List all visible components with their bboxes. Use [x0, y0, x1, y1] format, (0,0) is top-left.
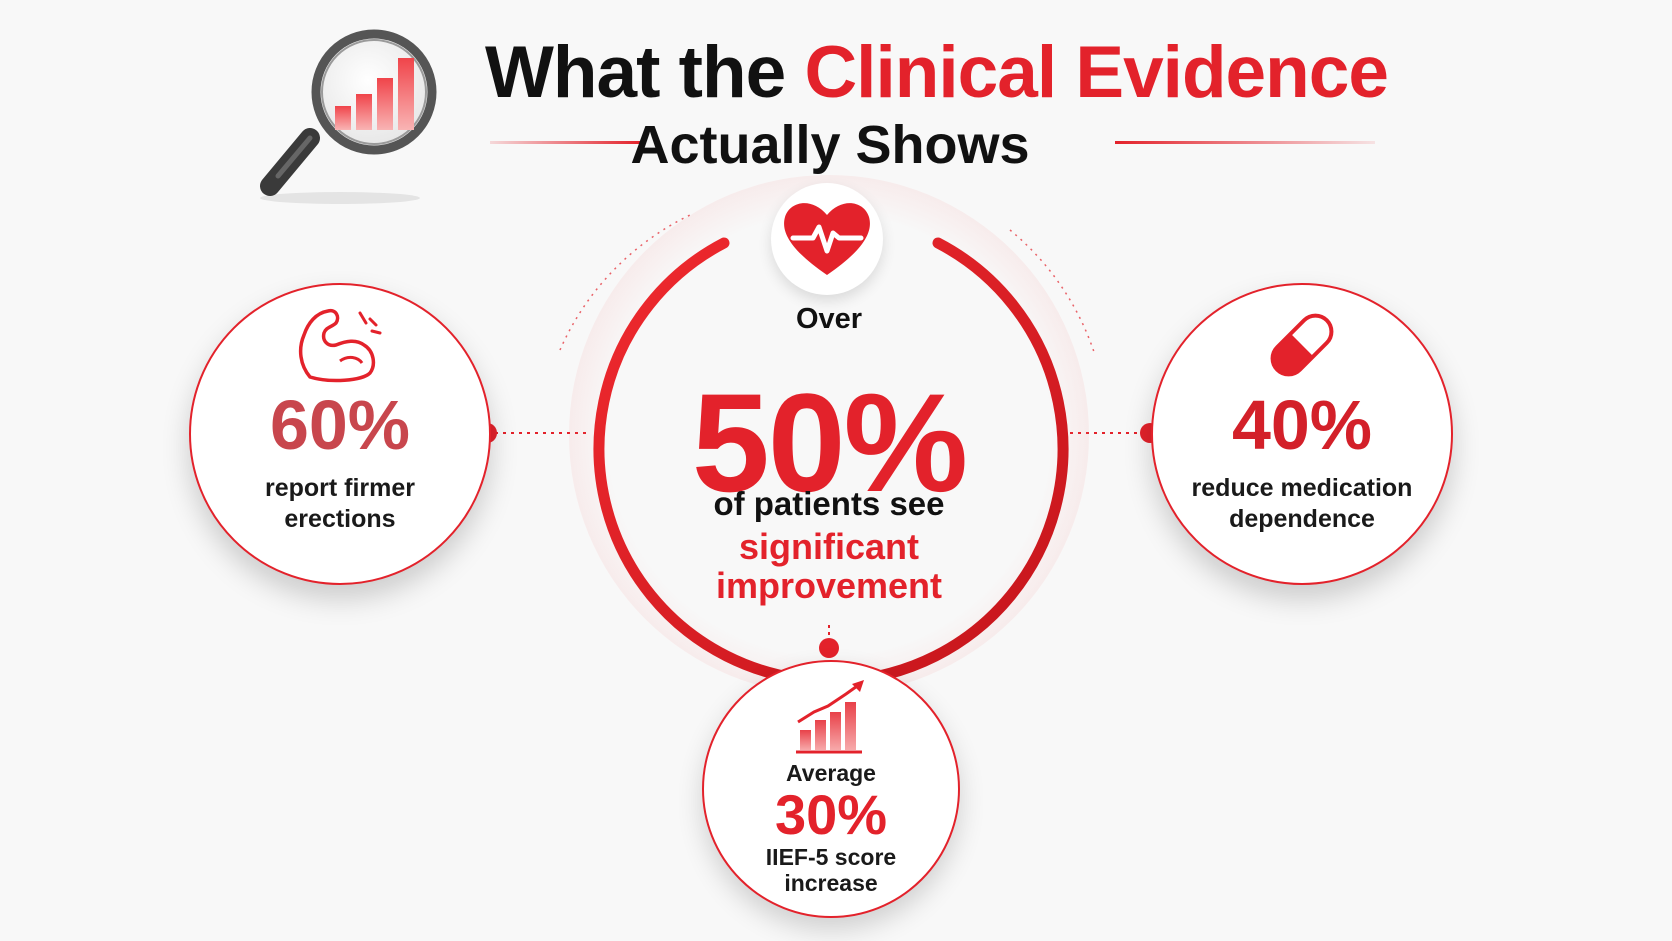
page-subtitle: Actually Shows — [630, 115, 1030, 175]
magnifier-bar-chart-icon — [260, 29, 437, 204]
left-stat-label-1: report firmer — [264, 474, 416, 502]
center-over-label: Over — [795, 303, 863, 335]
bottom-stat-prefix: Average — [786, 760, 876, 786]
right-stat-label-1: reduce medication — [1191, 474, 1413, 502]
left-stat-value: 60% — [269, 386, 411, 464]
left-stat-card: 60% report firmer erections — [189, 283, 491, 585]
center-main-value: 50% — [691, 364, 968, 521]
heart-badge — [771, 183, 883, 295]
left-stat-label-2: erections — [284, 505, 396, 533]
title-rule-right — [1115, 141, 1375, 144]
bottom-stat-card: Average 30% IIEF-5 score increase — [702, 660, 960, 918]
bottom-stat-label-1: IIEF-5 score — [765, 844, 897, 870]
bottom-stat-value: 30% — [774, 783, 888, 846]
title-highlight: Clinical Evidence — [804, 32, 1388, 113]
center-line2: significant — [738, 526, 920, 567]
growth-chart-icon — [796, 680, 864, 754]
title-prefix: What the — [485, 32, 805, 113]
page-title: What the Clinical Evidence — [485, 28, 1405, 118]
right-stat-label-2: dependence — [1229, 505, 1375, 533]
capsule-pill-icon — [1270, 313, 1334, 377]
title-rule-left — [490, 141, 640, 144]
bottom-stat-label-2: increase — [784, 870, 878, 896]
heart-pulse-icon — [784, 203, 870, 275]
flexed-bicep-icon — [298, 308, 382, 383]
center-line3: improvement — [715, 565, 943, 606]
center-line1: of patients see — [713, 485, 945, 522]
right-stat-card: 40% reduce medication dependence — [1151, 283, 1453, 585]
right-stat-value: 40% — [1231, 386, 1373, 464]
